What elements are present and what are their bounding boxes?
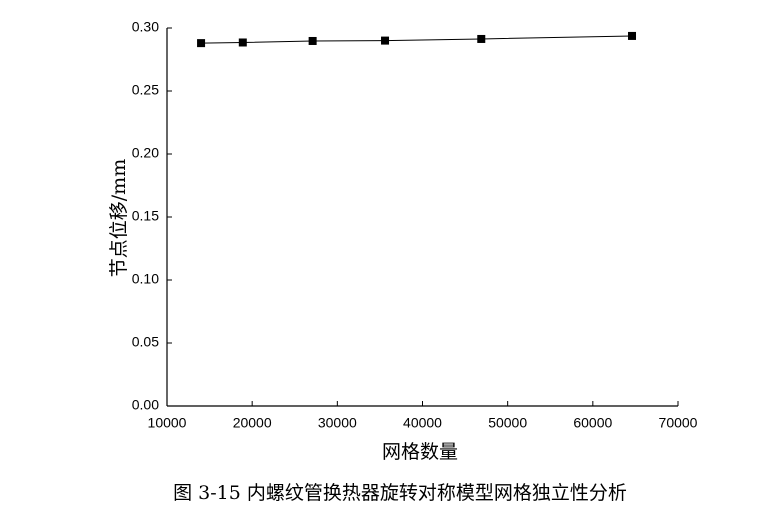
line <box>201 35 633 44</box>
x-tick-label: 20000 <box>233 415 272 431</box>
marker <box>381 36 390 45</box>
marker <box>238 38 247 47</box>
y-tick-label: 0.20 <box>132 145 159 161</box>
x-tick-label: 30000 <box>318 415 357 431</box>
y-tick-label: 0.10 <box>132 271 159 287</box>
y-axis-label: 节点位移/mm <box>108 159 130 277</box>
x-tick-label: 50000 <box>488 415 527 431</box>
y-tick-label: 0.25 <box>132 82 159 98</box>
marker <box>477 34 486 43</box>
y-tick-label: 0.30 <box>132 19 159 35</box>
y-tick-label: 0.15 <box>132 208 159 224</box>
caption: 图 3-15 内螺纹管换热器旋转对称模型网格独立性分析 <box>173 482 627 504</box>
marker <box>197 39 206 48</box>
marker <box>308 36 317 45</box>
x-tick-label: 70000 <box>659 415 698 431</box>
x-tick-label: 60000 <box>573 415 612 431</box>
y-tick-label: 0.00 <box>132 397 159 413</box>
y-tick-label: 0.05 <box>132 334 159 350</box>
x-axis-label: 网格数量 <box>382 441 458 463</box>
x-tick-label: 40000 <box>403 415 442 431</box>
marker <box>628 31 637 40</box>
x-tick-label: 10000 <box>148 415 187 431</box>
